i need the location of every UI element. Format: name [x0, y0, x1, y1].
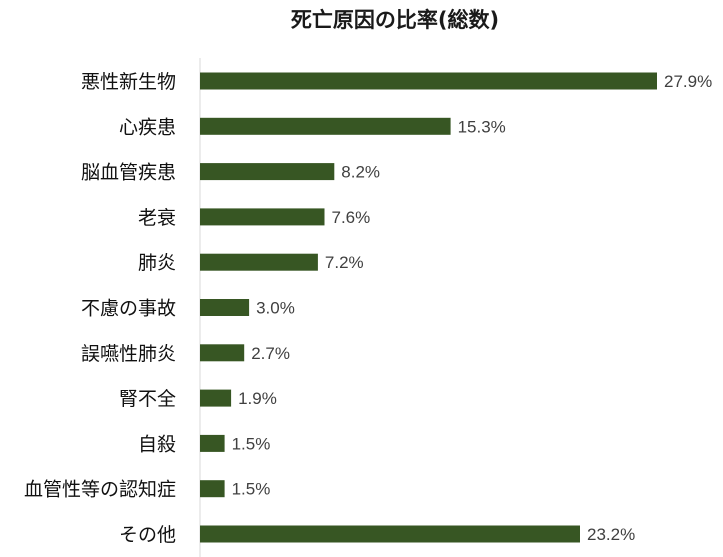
category-label-9: 血管性等の認知症: [24, 479, 176, 501]
category-label-8: 自殺: [138, 433, 176, 455]
bar-0: [200, 72, 657, 90]
chart-title: 死亡原因の比率(総数): [291, 8, 499, 32]
category-label-6: 誤嚥性肺炎: [81, 343, 176, 365]
value-label-1: 15.3%: [458, 117, 506, 136]
bar-4: [200, 253, 318, 271]
bar-1: [200, 117, 451, 135]
bar-9: [200, 480, 225, 498]
value-label-3: 7.6%: [332, 208, 371, 227]
bars-group: 悪性新生物 27.9% 心疾患 15.3% 脳血管疾患 8.2% 老衰 7.6% 肺炎 7.2% 不…: [24, 71, 712, 546]
value-label-10: 23.2%: [587, 525, 635, 544]
bar-7: [200, 389, 232, 407]
category-label-3: 老衰: [138, 207, 176, 229]
bar-6: [200, 344, 245, 362]
bar-2: [200, 163, 335, 181]
category-label-0: 悪性新生物: [81, 71, 176, 93]
value-label-6: 2.7%: [251, 344, 290, 363]
bar-5: [200, 299, 250, 316]
value-label-2: 8.2%: [341, 163, 380, 182]
bar-10: [200, 525, 580, 543]
category-label-2: 脳血管疾患: [81, 162, 176, 184]
value-label-9: 1.5%: [232, 480, 271, 499]
category-label-4: 肺炎: [138, 252, 176, 274]
category-label-5: 不慮の事故: [81, 298, 176, 320]
category-label-1: 心疾患: [119, 116, 176, 138]
value-label-5: 3.0%: [256, 299, 295, 318]
bar-3: [200, 208, 325, 226]
bar-8: [200, 434, 225, 452]
category-label-7: 腎不全: [119, 388, 176, 410]
value-label-4: 7.2%: [325, 253, 364, 272]
value-label-8: 1.5%: [232, 434, 271, 453]
category-label-10: その他: [119, 524, 176, 546]
value-label-0: 27.9%: [664, 72, 712, 91]
value-label-7: 1.9%: [238, 389, 277, 408]
